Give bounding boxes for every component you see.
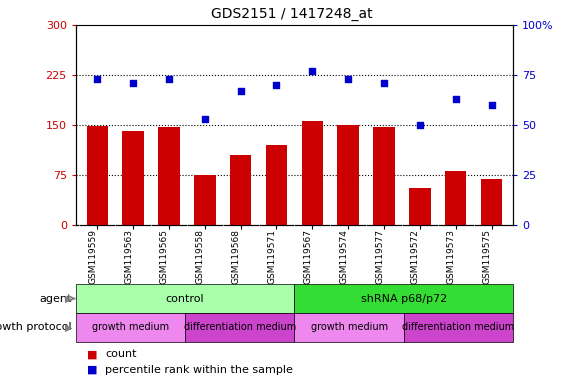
Text: ■: ■ [87, 365, 98, 375]
Bar [158, 127, 180, 225]
Bar [445, 171, 466, 225]
Bar [122, 131, 144, 225]
Point [164, 76, 174, 82]
Point [343, 76, 353, 82]
Bar [185, 313, 294, 342]
Text: GSM119567: GSM119567 [303, 229, 312, 285]
Bar [230, 155, 251, 225]
Text: growth protocol: growth protocol [0, 322, 72, 333]
Text: ■: ■ [87, 349, 98, 359]
Bar [86, 126, 108, 225]
Bar [338, 125, 359, 225]
Text: growth medium: growth medium [311, 322, 388, 333]
Point [128, 80, 138, 86]
Text: GSM119571: GSM119571 [268, 229, 276, 285]
Bar [266, 145, 287, 225]
Text: growth medium: growth medium [92, 322, 169, 333]
Text: ▶: ▶ [65, 293, 73, 304]
Text: control: control [166, 293, 205, 304]
Bar [403, 313, 513, 342]
Text: agent: agent [39, 293, 72, 304]
Bar [76, 284, 294, 313]
Bar [373, 127, 395, 225]
Text: GSM119568: GSM119568 [231, 229, 241, 285]
Bar [76, 313, 185, 342]
Point [236, 88, 245, 94]
Text: GSM119558: GSM119558 [196, 229, 205, 285]
Text: GSM119574: GSM119574 [339, 229, 348, 284]
Point [487, 102, 496, 108]
Point [380, 80, 389, 86]
Bar [409, 188, 431, 225]
Text: ▶: ▶ [65, 322, 73, 333]
Text: shRNA p68/p72: shRNA p68/p72 [361, 293, 447, 304]
Bar [294, 284, 513, 313]
Bar [294, 313, 403, 342]
Point [451, 96, 461, 102]
Text: GSM119572: GSM119572 [411, 229, 420, 284]
Text: GSM119559: GSM119559 [88, 229, 97, 285]
Bar [194, 175, 216, 225]
Text: GSM119573: GSM119573 [447, 229, 456, 285]
Bar [481, 179, 503, 225]
Text: GDS2151 / 1417248_at: GDS2151 / 1417248_at [210, 7, 373, 21]
Point [415, 122, 424, 128]
Text: GSM119575: GSM119575 [483, 229, 491, 285]
Text: differentiation medium: differentiation medium [402, 322, 515, 333]
Point [272, 82, 281, 88]
Point [200, 116, 209, 122]
Text: differentiation medium: differentiation medium [184, 322, 296, 333]
Text: percentile rank within the sample: percentile rank within the sample [105, 365, 293, 375]
Point [93, 76, 102, 82]
Point [308, 68, 317, 74]
Text: GSM119577: GSM119577 [375, 229, 384, 285]
Text: count: count [105, 349, 136, 359]
Bar [301, 121, 323, 225]
Text: GSM119563: GSM119563 [124, 229, 133, 285]
Text: GSM119565: GSM119565 [160, 229, 169, 285]
